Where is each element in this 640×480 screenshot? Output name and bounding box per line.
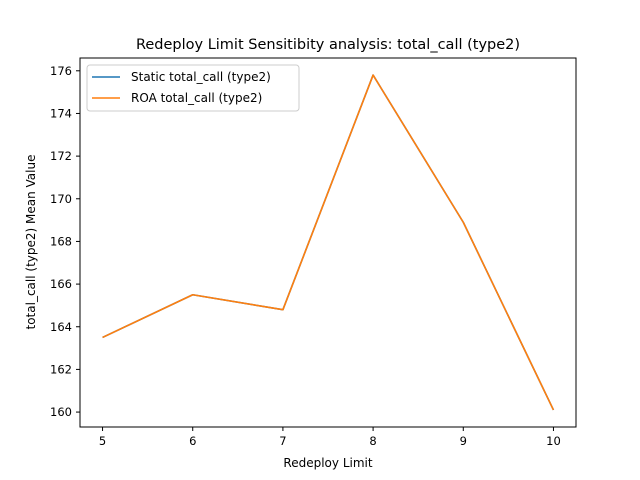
y-tick-label: 174 <box>50 106 72 120</box>
axis-ticks: 5 6 7 8 9 10 160 162 164 166 168 170 172 174 176 <box>50 64 561 448</box>
legend-box <box>86 64 300 112</box>
y-tick-label: 170 <box>50 192 72 206</box>
series-line-2 <box>102 74 555 411</box>
legend-label-2: ROA total_call (type2) <box>131 91 262 105</box>
x-tick-label: 6 <box>189 434 196 448</box>
x-tick-label: 10 <box>546 434 561 448</box>
y-tick-label: 166 <box>50 277 72 291</box>
plot-area <box>102 74 555 411</box>
y-tick-label: 176 <box>50 64 72 78</box>
x-axis-label: Redeploy Limit <box>283 456 372 470</box>
legend-label-1: Static total_call (type2) <box>131 70 271 84</box>
series-line-1 <box>102 74 555 411</box>
x-tick-label: 7 <box>279 434 286 448</box>
y-tick-label: 172 <box>50 149 72 163</box>
chart-title: Redeploy Limit Sensitibity analysis: tot… <box>136 37 520 53</box>
legend: Static total_call (type2) ROA total_call … <box>86 64 300 112</box>
y-tick-label: 164 <box>50 320 72 334</box>
y-tick-label: 168 <box>50 234 72 248</box>
y-tick-label: 162 <box>50 362 72 376</box>
x-tick-label: 5 <box>99 434 106 448</box>
x-tick-label: 9 <box>460 434 467 448</box>
y-tick-label: 160 <box>50 405 72 419</box>
y-axis-label: total_call (type2) Mean Value <box>24 155 38 330</box>
axes-frame <box>79 57 577 428</box>
x-tick-label: 8 <box>369 434 376 448</box>
